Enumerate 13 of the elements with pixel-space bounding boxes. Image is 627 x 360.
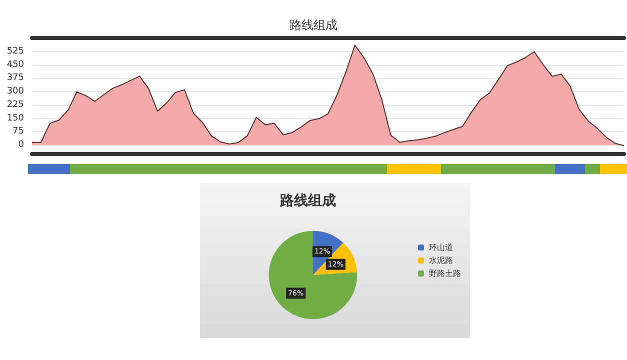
y-tick-label: 525 [6, 46, 24, 56]
y-tick-label: 150 [6, 113, 24, 124]
y-tick-label: 75 [12, 126, 24, 137]
chart-title: 路线组成 [290, 18, 338, 32]
y-tick-label: 300 [6, 86, 24, 97]
legend-label: 环山道 [429, 243, 453, 252]
legend-label: 野路土路 [429, 269, 461, 278]
y-tick-label: 450 [6, 60, 24, 70]
y-tick-label: 0 [18, 140, 24, 150]
y-tick-label: 375 [6, 73, 24, 84]
y-tick-label: 225 [6, 100, 24, 110]
chart-title: 路线组成 [279, 193, 336, 209]
legend-label: 水泥路 [429, 256, 453, 265]
